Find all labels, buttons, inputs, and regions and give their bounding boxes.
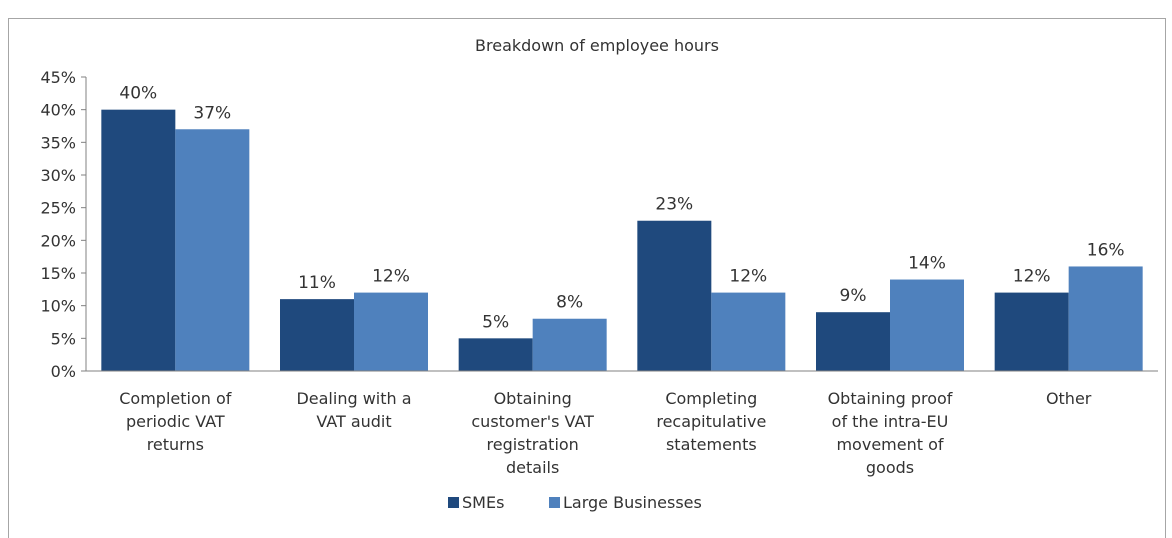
x-tick-label: Completing recapitulative statements	[656, 389, 766, 454]
x-tick-label: Completion of periodic VAT returns	[119, 389, 232, 454]
chart-frame	[8, 18, 1166, 538]
y-tick-label: 10%	[40, 297, 76, 316]
bar-large-businesses	[890, 279, 964, 371]
data-label: 12%	[729, 267, 767, 287]
x-tick-label: Dealing with a VAT audit	[296, 389, 411, 431]
x-axis: Completion of periodic VAT returns Dealing …	[86, 370, 1158, 477]
bar-smes	[816, 312, 890, 371]
bar-smes	[994, 292, 1069, 371]
bar-large-businesses	[1068, 266, 1143, 371]
data-label: 40%	[119, 84, 157, 104]
data-label: 9%	[840, 286, 867, 306]
bar-smes	[458, 338, 533, 371]
legend-label: Large Businesses	[563, 493, 702, 512]
bar-smes	[637, 220, 712, 371]
data-label: 37%	[193, 103, 231, 123]
bar-smes	[101, 109, 176, 372]
legend: SMEs Large Businesses	[448, 493, 702, 512]
x-tick-label: Obtaining proof of the intra-EU movement o…	[828, 389, 953, 477]
data-label: 5%	[482, 312, 509, 332]
x-tick-label: Obtaining customer's VAT registration detai…	[471, 389, 594, 477]
data-label: 11%	[298, 273, 336, 293]
y-tick-label: 45%	[40, 68, 76, 87]
data-label: 12%	[372, 267, 410, 287]
bar-large-businesses	[532, 318, 607, 371]
y-tick-label: 25%	[40, 199, 76, 218]
bars: 40% 37% 11% 12% 5% 8% 23% 12% 9% 14% 12% 16%	[101, 84, 1143, 372]
data-label: 12%	[1013, 267, 1051, 287]
legend-swatch	[448, 497, 459, 508]
data-label: 14%	[908, 254, 946, 274]
legend-label: SMEs	[462, 493, 504, 512]
legend-swatch	[549, 497, 560, 508]
y-tick-label: 15%	[40, 264, 76, 283]
chart-title: Breakdown of employee hours	[475, 36, 719, 55]
y-tick-label: 40%	[40, 101, 76, 120]
legend-item-large-businesses: Large Businesses	[549, 493, 702, 512]
y-tick-label: 0%	[51, 362, 76, 381]
y-tick-label: 35%	[40, 133, 76, 152]
x-tick-label: Other	[1046, 389, 1092, 408]
data-label: 16%	[1087, 240, 1125, 260]
legend-item-smes: SMEs	[448, 493, 504, 512]
bar-smes	[280, 299, 354, 371]
y-tick-label: 5%	[51, 329, 76, 348]
y-tick-label: 20%	[40, 231, 76, 250]
data-label: 8%	[556, 293, 583, 313]
bar-large-businesses	[175, 129, 250, 371]
data-label: 23%	[655, 195, 693, 215]
y-tick-label: 30%	[40, 166, 76, 185]
bar-large-businesses	[354, 292, 428, 371]
y-axis: 0% 5% 10% 15% 20% 25% 30% 35% 40% 45%	[40, 68, 87, 381]
bar-large-businesses	[711, 292, 786, 371]
